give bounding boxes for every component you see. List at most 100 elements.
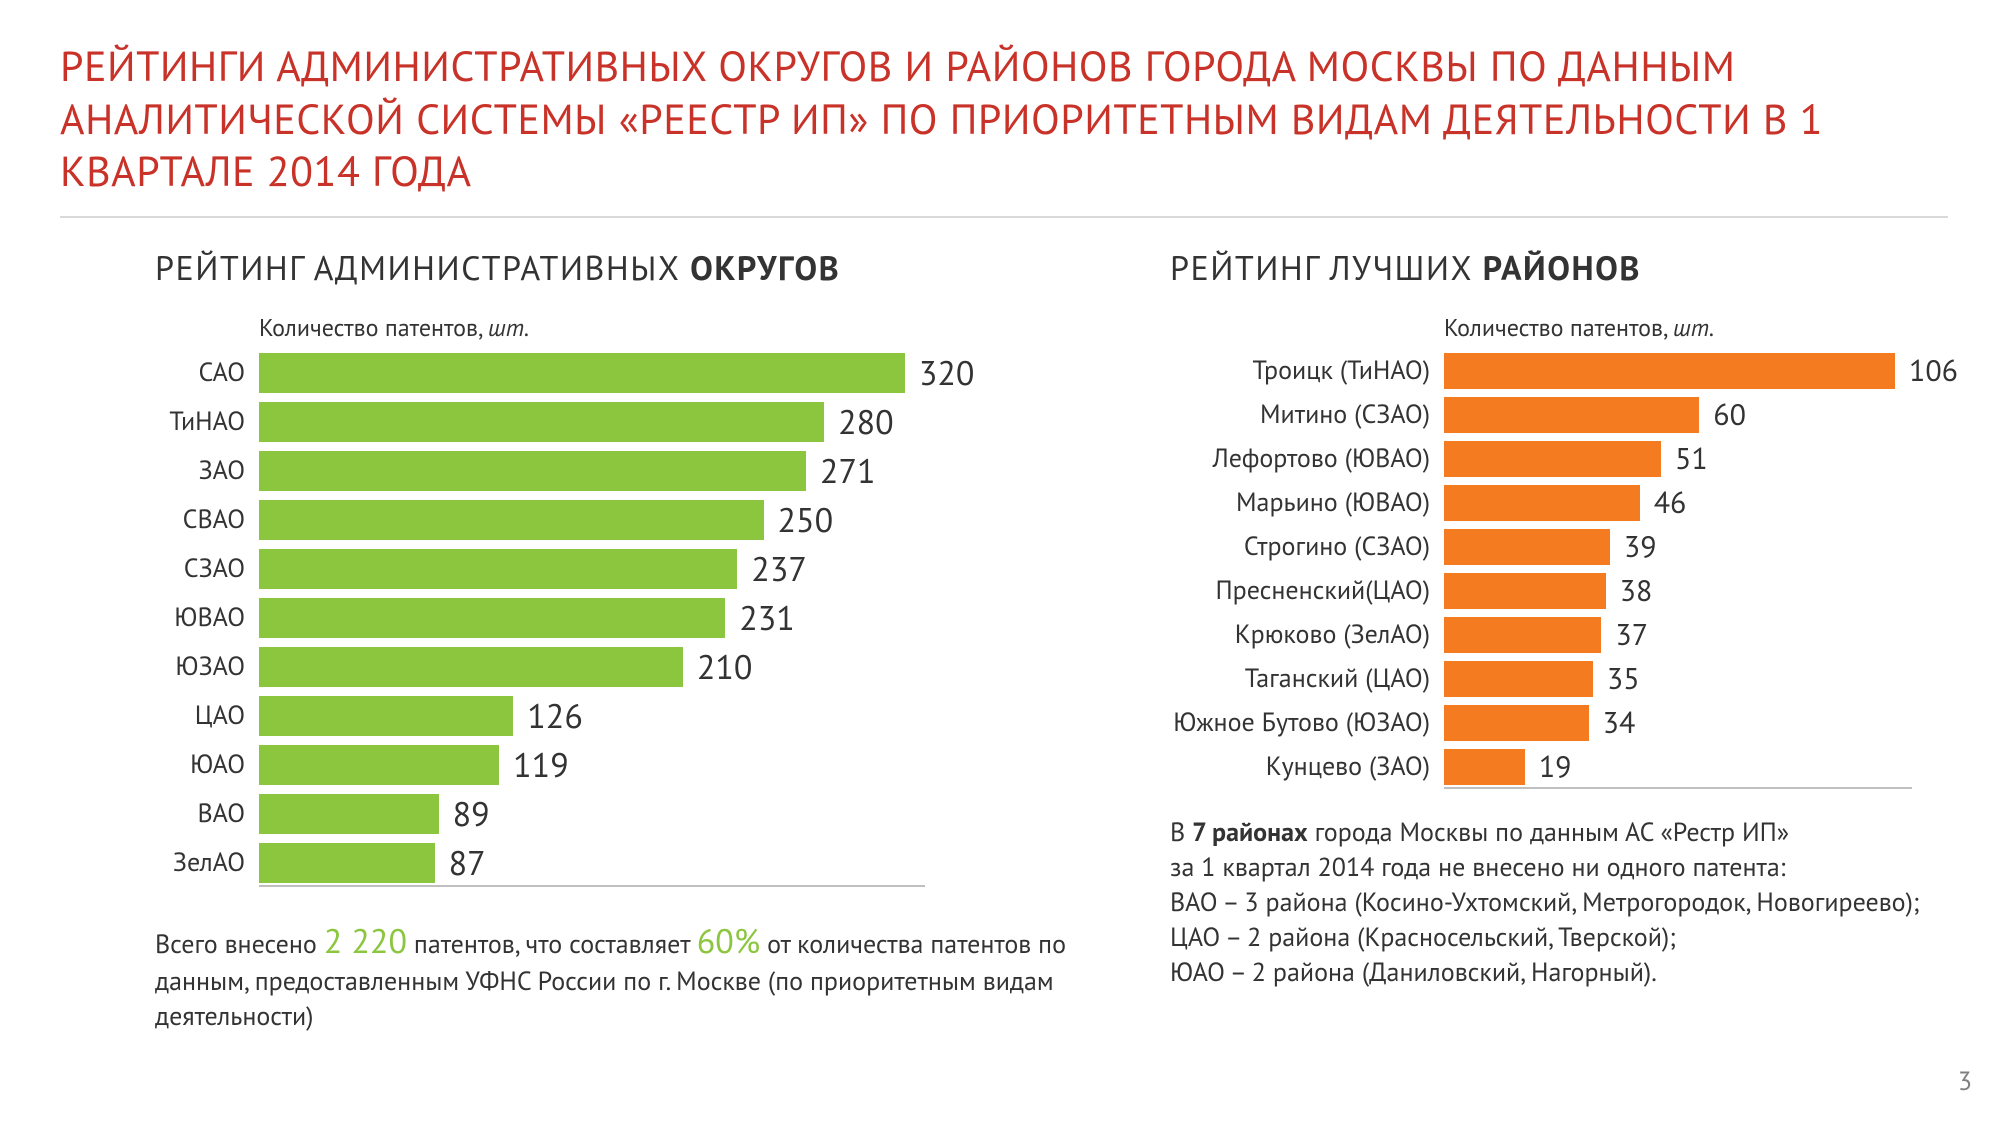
bar-row: СЗАО 237 (155, 549, 1120, 589)
bar-track: 87 (259, 843, 1120, 883)
value-label: 89 (439, 792, 490, 836)
bar-row: ЮЗАО210 (155, 647, 1120, 687)
right-note-l1-bold: 7 районах (1192, 816, 1308, 849)
value-label: 19 (1525, 747, 1572, 786)
right-note-line3: ВАО – 3 района (Косино-Ухтомский, Метрог… (1170, 885, 2008, 920)
right-note-l1b: города Москвы по данным АС «Рестр ИП» (1308, 816, 1790, 849)
bar (259, 843, 435, 883)
value-label: 106 (1895, 351, 1958, 390)
x-axis-baseline (259, 885, 925, 887)
bar-track: 35 (1444, 661, 2008, 697)
bar (259, 598, 725, 638)
bar-track: 60 (1444, 397, 2008, 433)
category-label: Крюково (ЗелАО) (1170, 618, 1444, 651)
columns: РЕЙТИНГ АДМИНИСТРАТИВНЫХ ОКРУГОВ Количес… (60, 246, 1948, 1035)
value-label: 231 (725, 596, 795, 640)
category-label: ЮВАО (155, 601, 259, 634)
right-note-l1a: В (1170, 816, 1192, 849)
bar (259, 647, 683, 687)
right-note-line5: ЮАО – 2 района (Даниловский, Нагорный). (1170, 955, 2008, 990)
category-label: ВАО (155, 797, 259, 830)
bar (1444, 573, 1606, 609)
x-axis-baseline (1444, 787, 1912, 789)
bar-row: ЗелАО87 (155, 843, 1120, 883)
bar-row: ВАО 89 (155, 794, 1120, 834)
bar-row: ТиНАО280 (155, 402, 1120, 442)
bar (1444, 661, 1593, 697)
category-label: Кунцево (ЗАО) (1170, 750, 1444, 783)
left-note-big2: 60% (697, 919, 760, 963)
value-label: 250 (764, 498, 834, 542)
bar-row: Пресненский(ЦАО)38 (1170, 573, 2008, 609)
category-label: Троицк (ТиНАО) (1170, 354, 1444, 387)
right-note-line4: ЦАО – 2 района (Красносельский, Тверской… (1170, 920, 2008, 955)
right-chart-title-bold: РАЙОНОВ (1483, 246, 1641, 290)
slide: РЕЙТИНГИ АДМИНИСТРАТИВНЫХ ОКРУГОВ И РАЙО… (0, 0, 2008, 1122)
right-footer-note: В 7 районах города Москвы по данным АС «… (1170, 815, 2008, 990)
value-label: 210 (683, 645, 753, 689)
bar-track: 37 (1444, 617, 2008, 653)
bar-track: 280 (259, 402, 1120, 442)
value-label: 35 (1593, 659, 1640, 698)
bar-track: 126 (259, 696, 1120, 736)
category-label: Таганский (ЦАО) (1170, 662, 1444, 695)
left-note-a: Всего внесено (155, 928, 324, 961)
bar (1444, 485, 1640, 521)
bar (259, 353, 905, 393)
bar-row: Кунцево (ЗАО) 19 (1170, 749, 2008, 785)
left-chart-title-bold: ОКРУГОВ (690, 246, 840, 290)
right-note-line2: за 1 квартал 2014 года не внесено ни одн… (1170, 850, 2008, 885)
bar-track: 19 (1444, 749, 2008, 785)
bar (1444, 353, 1895, 389)
bar-row: Лефортово (ЮВАО) 51 (1170, 441, 2008, 477)
bar-row: Троицк (ТиНАО) 106 (1170, 353, 2008, 389)
bar-row: Таганский (ЦАО) 35 (1170, 661, 2008, 697)
category-label: Южное Бутово (ЮЗАО) (1170, 706, 1444, 739)
bar-row: ЦАО126 (155, 696, 1120, 736)
category-label: СЗАО (155, 552, 259, 585)
bar (259, 794, 439, 834)
bar-track: 119 (259, 745, 1120, 785)
bar (1444, 529, 1610, 565)
category-label: ЗАО (155, 454, 259, 487)
value-label: 237 (737, 547, 807, 591)
category-label: Лефортово (ЮВАО) (1170, 442, 1444, 475)
bar-row: Митино (СЗАО)60 (1170, 397, 2008, 433)
bar-track: 51 (1444, 441, 2008, 477)
bar-track: 271 (259, 451, 1120, 491)
bar (1444, 441, 1661, 477)
bar-row: ЮВАО 231 (155, 598, 1120, 638)
bar-row: ЗАО271 (155, 451, 1120, 491)
right-chart-title-prefix: РЕЙТИНГ ЛУЧШИХ (1170, 246, 1483, 290)
bar-row: Крюково (ЗелАО) 37 (1170, 617, 2008, 653)
bar-row: Марьино (ЮВАО)46 (1170, 485, 2008, 521)
bar-row: СВАО250 (155, 500, 1120, 540)
value-label: 39 (1610, 527, 1657, 566)
right-axis-label: Количество патентов, шт. (1444, 312, 2008, 343)
bar-track: 38 (1444, 573, 2008, 609)
bar (259, 745, 499, 785)
value-label: 320 (905, 351, 975, 395)
value-label: 280 (824, 400, 894, 444)
value-label: 51 (1661, 439, 1708, 478)
bar (259, 451, 806, 491)
bar-track: 106 (1444, 353, 2008, 389)
bar (1444, 705, 1589, 741)
bar-row: ЮАО119 (155, 745, 1120, 785)
value-label: 119 (499, 743, 569, 787)
value-label: 46 (1640, 483, 1687, 522)
bar (259, 696, 513, 736)
right-axis-label-unit: шт. (1673, 312, 1714, 343)
bar-track: 320 (259, 353, 1120, 393)
left-chart: САО320ТиНАО280ЗАО271СВАО250СЗАО237ЮВАО23… (155, 353, 1120, 883)
bar (1444, 397, 1699, 433)
divider (60, 216, 1948, 218)
value-label: 126 (513, 694, 583, 738)
bar (1444, 749, 1525, 785)
value-label: 37 (1601, 615, 1648, 654)
bar-track: 46 (1444, 485, 2008, 521)
right-note-line1: В 7 районах города Москвы по данным АС «… (1170, 815, 2008, 850)
bar (259, 500, 764, 540)
left-note-b: патентов, что составляет (407, 928, 697, 961)
bar-track: 231 (259, 598, 1120, 638)
